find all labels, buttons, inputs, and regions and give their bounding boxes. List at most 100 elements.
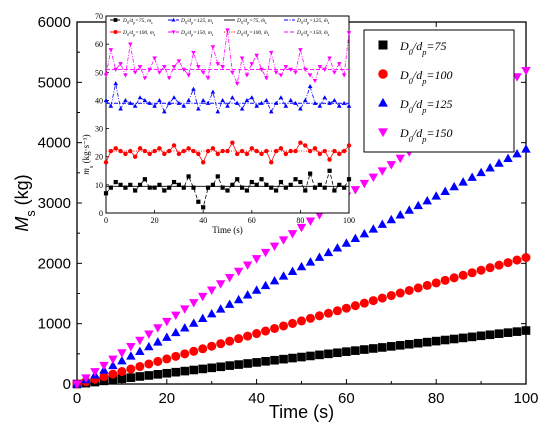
inset-data-point [337, 182, 342, 187]
inset-data-point [278, 179, 284, 185]
inset-data-point [298, 48, 303, 53]
y-axis-title: Ms (kg) [12, 174, 38, 231]
inset-data-point [317, 64, 323, 70]
data-point [171, 311, 181, 321]
data-point [476, 331, 486, 341]
data-point [503, 328, 513, 337]
inset-data-point [152, 185, 157, 190]
data-point [153, 337, 163, 346]
inset-data-point [200, 70, 206, 75]
legend-label: D0/dp=150 [399, 126, 453, 144]
inset-data-point [225, 148, 230, 154]
data-point [207, 363, 216, 373]
inset-data-point [157, 98, 162, 103]
inset-data-point [249, 146, 255, 151]
data-point [476, 265, 486, 275]
data-point [324, 349, 333, 359]
data-point [215, 304, 226, 313]
inset-data-point [283, 64, 289, 70]
inset-data-point [225, 28, 230, 33]
legend-marker [378, 69, 388, 79]
data-point [135, 336, 145, 346]
inset-data-point [215, 174, 220, 179]
inset-data-point [341, 73, 347, 78]
inset-data-point [332, 70, 337, 75]
inset-legend-marker [171, 30, 176, 35]
data-point [360, 345, 369, 354]
inset-data-point [259, 100, 264, 105]
inset-data-point [239, 56, 245, 61]
inset-data-point [210, 45, 216, 50]
inset-data-point [132, 103, 138, 108]
y-tick-label: 6000 [38, 14, 71, 31]
inset-series-0 [103, 168, 352, 210]
data-point [386, 214, 397, 224]
inset-data-point [264, 182, 269, 187]
inset-data-point [142, 177, 147, 182]
data-point [386, 291, 396, 301]
inset-data-point [322, 95, 328, 100]
data-point [305, 313, 315, 323]
data-point [494, 260, 504, 270]
inset-data-point [337, 151, 342, 157]
inset-legend-label: D0/dp=75, m̄s [236, 18, 267, 25]
data-point [305, 257, 316, 266]
inset-data-point [317, 182, 322, 187]
inset-data-point [298, 140, 303, 145]
inset-data-point [293, 100, 298, 105]
data-point [341, 303, 351, 313]
data-point [216, 362, 225, 372]
data-point [243, 331, 253, 341]
data-point [359, 179, 370, 189]
inset-data-point [332, 148, 337, 154]
inset-data-point [288, 182, 293, 187]
data-point [234, 334, 244, 344]
data-point [431, 278, 441, 288]
data-point [261, 326, 271, 336]
inset-x-axis-title: Time (s) [212, 225, 242, 235]
y-tick-label: 1000 [38, 316, 71, 333]
legend-label: D0/dp=75 [399, 39, 447, 57]
data-point [288, 353, 297, 363]
inset-data-point [302, 98, 308, 103]
inset-data-point [230, 140, 235, 145]
inset-data-point [103, 73, 109, 78]
inset-data-point [152, 148, 157, 154]
inset-data-point [298, 106, 303, 111]
inset-legend-label: D0/dp=100, ms [122, 30, 156, 37]
inset-data-point [127, 42, 133, 47]
inset-data-point [307, 148, 313, 154]
inset-x-tick-label: 40 [199, 216, 207, 225]
inset-data-point [132, 70, 138, 75]
data-point [342, 347, 351, 356]
inset-data-point [200, 160, 206, 165]
inset-data-point [128, 182, 133, 187]
inset-data-point [181, 148, 186, 154]
data-point [306, 351, 315, 361]
data-point [449, 334, 459, 344]
data-point [333, 348, 342, 358]
data-point [252, 329, 262, 339]
inset-data-point [220, 185, 225, 190]
data-point [458, 333, 468, 343]
inset-data-point [137, 146, 143, 151]
inset-data-point [127, 100, 133, 105]
data-point [485, 263, 495, 273]
inset-data-point [118, 62, 123, 67]
inset-series-1 [103, 81, 352, 114]
inset-data-point [244, 73, 250, 78]
inset-data-point [244, 188, 250, 193]
inset-data-point [171, 143, 177, 148]
inset-data-point [293, 70, 298, 75]
inset-data-point [128, 148, 133, 154]
data-point [431, 191, 441, 200]
inset-data-point [269, 160, 274, 165]
inset-data-point [244, 151, 250, 157]
inset-data-point [186, 174, 191, 179]
data-point [197, 313, 208, 323]
inset-data-point [210, 89, 216, 94]
data-point [189, 346, 199, 356]
data-point [81, 374, 91, 383]
x-tick-label: 20 [158, 390, 175, 407]
inset-data-point [264, 76, 269, 81]
